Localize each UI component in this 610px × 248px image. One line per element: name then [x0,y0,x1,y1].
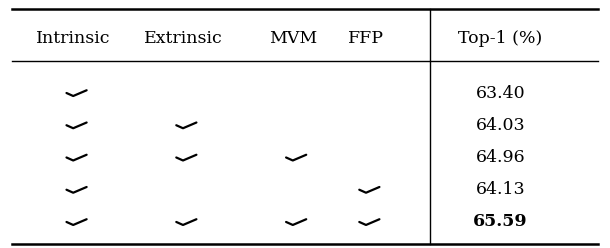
Text: FFP: FFP [348,30,384,47]
Text: MVM: MVM [268,30,317,47]
Text: Extrinsic: Extrinsic [143,30,223,47]
Text: 63.40: 63.40 [475,85,525,101]
Text: Top-1 (%): Top-1 (%) [458,30,542,47]
Text: 64.96: 64.96 [475,149,525,166]
Text: 64.03: 64.03 [475,117,525,134]
Text: Intrinsic: Intrinsic [36,30,110,47]
Text: 65.59: 65.59 [473,214,528,230]
Text: 64.13: 64.13 [475,181,525,198]
